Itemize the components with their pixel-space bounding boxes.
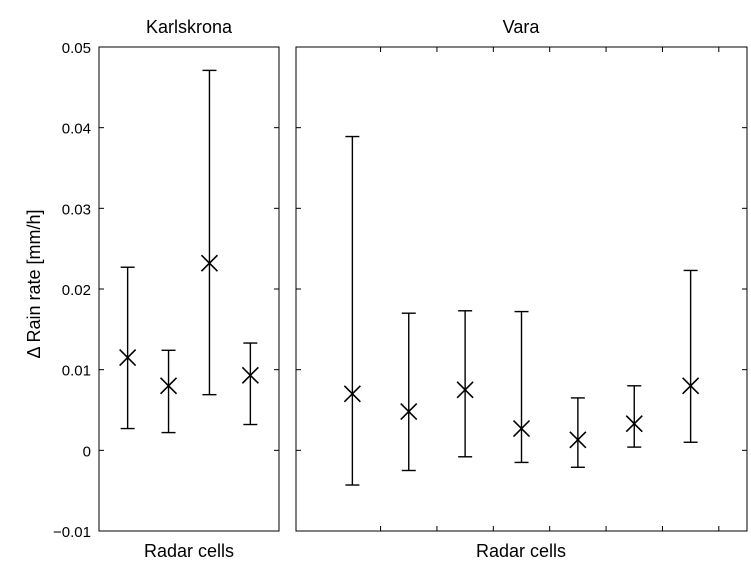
panel-title: Karlskrona — [146, 17, 233, 37]
panel-vara: Vara Radar cells — [295, 17, 748, 561]
data-point-x-marker — [625, 415, 643, 433]
y-tick-label: 0 — [83, 443, 91, 460]
marker-stroke — [241, 366, 259, 384]
error-bars — [119, 69, 259, 434]
marker-stroke — [343, 385, 361, 403]
data-point-x-marker — [682, 377, 700, 395]
y-tick-labels: −0.01 0 0.01 0.02 0.03 0.04 0.05 — [53, 40, 91, 541]
marker-stroke — [159, 377, 178, 395]
data-point-x-marker — [512, 419, 531, 438]
y-tick-label: 0.02 — [62, 282, 91, 299]
marker-stroke — [512, 419, 531, 438]
y-tick-label: 0.03 — [62, 201, 91, 218]
marker-stroke — [682, 377, 700, 395]
marker-stroke — [119, 349, 137, 367]
y-axis-ticks — [296, 127, 747, 451]
marker-stroke — [625, 415, 643, 433]
y-tick-label: −0.01 — [53, 524, 91, 541]
data-point-x-marker — [159, 377, 178, 395]
panel-karlskrona: Karlskrona Radar cells — [98, 17, 280, 561]
data-point-x-marker — [456, 381, 474, 399]
y-tick-label: 0.04 — [62, 121, 91, 138]
data-point-x-marker — [569, 431, 587, 449]
data-point-x-marker — [400, 403, 418, 421]
data-point-x-marker — [200, 254, 219, 272]
marker-stroke — [200, 254, 219, 272]
x-axis-label: Radar cells — [144, 541, 234, 561]
error-bars — [343, 135, 700, 486]
data-point-x-marker — [241, 366, 259, 384]
y-tick-label: 0.05 — [62, 40, 91, 57]
data-point-x-marker — [119, 349, 137, 367]
y-tick-label: 0.01 — [62, 363, 91, 380]
x-axis-label: Radar cells — [476, 541, 566, 561]
marker-stroke — [569, 431, 587, 449]
x-axis-ticks — [380, 47, 720, 531]
marker-stroke — [400, 403, 418, 421]
panel-title: Vara — [503, 17, 541, 37]
data-point-x-marker — [343, 385, 361, 403]
y-axis-label: Δ Rain rate [mm/h] — [24, 209, 44, 358]
panel-frame — [98, 46, 280, 532]
y-axis-ticks — [99, 127, 279, 451]
marker-stroke — [456, 381, 474, 399]
